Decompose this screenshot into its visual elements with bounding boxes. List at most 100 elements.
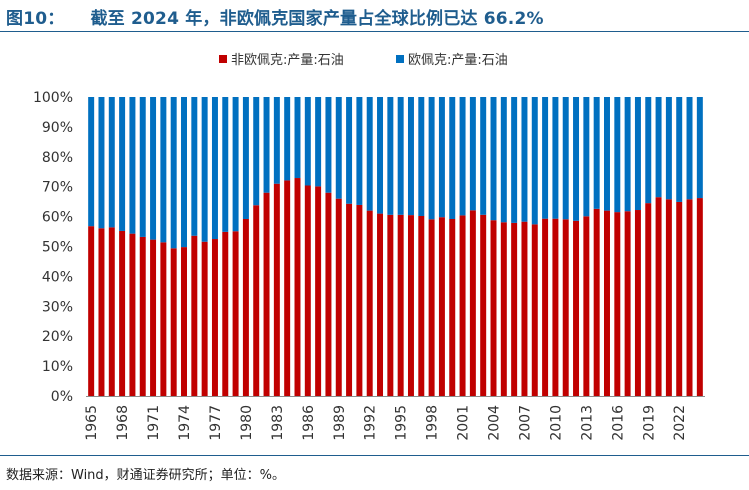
bar-non-opec xyxy=(346,203,353,396)
bar-opec xyxy=(665,97,672,200)
bar-opec xyxy=(583,97,590,217)
bar-opec xyxy=(273,97,280,184)
bar-non-opec xyxy=(211,239,218,396)
y-tick-label: 60% xyxy=(42,210,73,226)
bar-non-opec xyxy=(108,227,115,396)
legend-swatch xyxy=(219,55,227,63)
bar-non-opec xyxy=(480,214,487,396)
bar-opec xyxy=(397,97,404,215)
x-tick-label: 1971 xyxy=(146,405,162,441)
bar-non-opec xyxy=(521,221,528,396)
bar-opec xyxy=(614,97,621,213)
bar-opec xyxy=(201,97,208,242)
x-tick-label: 1983 xyxy=(270,405,286,441)
bar-opec xyxy=(490,97,497,221)
bar-non-opec xyxy=(129,233,136,396)
bar-opec xyxy=(253,97,260,206)
x-tick-label: 1992 xyxy=(363,405,379,441)
bar-opec xyxy=(511,97,518,223)
y-axis-tick-labels: 0% 10% 20% 30% 40% 50% 60% 70% 80% 90% 100% xyxy=(33,90,73,405)
y-tick-label: 0% xyxy=(51,389,73,405)
bar-non-opec xyxy=(614,212,621,396)
legend-swatch xyxy=(396,55,404,63)
bar-non-opec xyxy=(665,199,672,396)
bar-opec xyxy=(150,97,157,240)
x-tick-label: 1986 xyxy=(301,405,317,441)
bar-non-opec xyxy=(273,183,280,396)
bar-non-opec xyxy=(604,210,610,396)
bar-opec xyxy=(480,97,487,215)
bar-non-opec xyxy=(531,224,538,396)
bar-opec xyxy=(645,97,652,204)
bar-non-opec xyxy=(500,222,507,396)
bar-non-opec xyxy=(655,197,662,396)
bar-non-opec xyxy=(552,218,559,396)
bar-opec xyxy=(181,97,187,248)
bar-non-opec xyxy=(469,210,476,396)
bar-opec xyxy=(304,97,311,186)
bar-opec xyxy=(242,97,249,219)
bar-opec xyxy=(325,97,332,193)
bar-non-opec xyxy=(676,201,683,396)
x-tick-label: 2013 xyxy=(579,405,595,441)
bar-opec xyxy=(562,97,569,220)
chart-title: 图10： 截至 2024 年，非欧佩克国家产量占全球比例已达 66.2% xyxy=(6,4,544,29)
bar-non-opec xyxy=(562,219,569,396)
bar-opec xyxy=(500,97,507,223)
bar-non-opec xyxy=(181,247,187,396)
bar-opec xyxy=(593,97,600,209)
bar-opec xyxy=(191,97,198,236)
bar-opec xyxy=(407,97,414,216)
bar-opec xyxy=(294,97,301,179)
bar-non-opec xyxy=(418,216,425,396)
bar-non-opec xyxy=(263,192,270,396)
bar-opec xyxy=(418,97,425,216)
bar-opec xyxy=(686,97,693,200)
bar-opec xyxy=(335,97,342,199)
bar-opec xyxy=(356,97,363,205)
bar-opec xyxy=(108,97,115,228)
bar-non-opec xyxy=(325,192,332,396)
y-tick-label: 90% xyxy=(42,120,73,136)
bar-non-opec xyxy=(98,228,105,396)
bar-non-opec xyxy=(88,226,95,396)
bar-opec xyxy=(387,97,394,215)
x-tick-label: 1998 xyxy=(425,405,441,441)
bar-opec xyxy=(170,97,177,249)
bar-non-opec xyxy=(407,215,414,396)
x-tick-label: 2016 xyxy=(610,405,626,441)
x-tick-label: 2010 xyxy=(548,405,564,441)
bar-non-opec xyxy=(304,185,311,396)
y-tick-label: 50% xyxy=(42,240,73,256)
y-tick-label: 80% xyxy=(42,150,73,166)
bar-opec xyxy=(428,97,435,220)
bar-opec xyxy=(634,97,641,211)
bar-non-opec xyxy=(397,214,404,396)
bar-opec xyxy=(139,97,146,237)
x-tick-label: 2019 xyxy=(641,405,657,441)
bar-non-opec xyxy=(222,231,229,396)
bar-opec xyxy=(438,97,445,218)
bar-non-opec xyxy=(253,205,260,396)
bar-opec xyxy=(604,97,610,211)
bar-non-opec xyxy=(284,180,291,396)
bar-opec xyxy=(346,97,353,204)
y-tick-label: 10% xyxy=(42,359,73,375)
legend-label: 欧佩克:产量:石油 xyxy=(408,53,508,68)
bar-opec xyxy=(531,97,538,225)
bar-opec xyxy=(366,97,373,211)
bar-non-opec xyxy=(160,242,167,396)
stacked-bar-chart: 非欧佩克:产量:石油 欧佩克:产量:石油 0% 10% 20% 30% 40% 50% 60%… xyxy=(33,53,705,441)
bar-opec xyxy=(573,97,580,221)
title-text: 截至 2024 年，非欧佩克国家产量占全球比例已达 66.2% xyxy=(90,9,544,29)
bar-non-opec xyxy=(191,235,198,396)
bar-non-opec xyxy=(593,208,600,396)
x-tick-label: 1980 xyxy=(239,405,255,441)
bar-non-opec xyxy=(366,210,373,396)
bar-non-opec xyxy=(387,214,394,396)
bar-non-opec xyxy=(356,204,363,396)
footer-divider xyxy=(0,455,749,456)
bar-opec xyxy=(88,97,95,227)
x-tick-label: 1965 xyxy=(84,405,100,441)
bar-non-opec xyxy=(335,198,342,396)
